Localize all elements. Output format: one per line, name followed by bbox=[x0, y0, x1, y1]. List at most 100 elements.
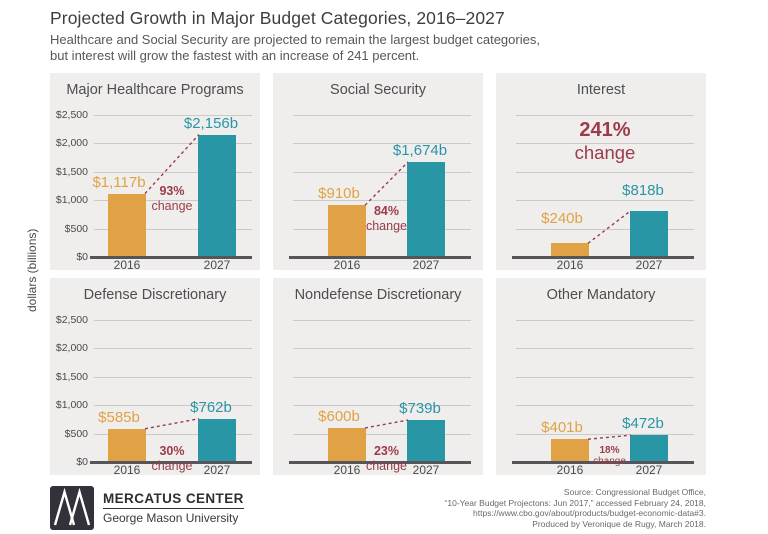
bar-2027 bbox=[198, 134, 236, 257]
gridline bbox=[293, 376, 471, 378]
gridline bbox=[516, 200, 694, 202]
x-label-2027: 2027 bbox=[412, 463, 440, 475]
figure-subtitle: Healthcare and Social Security are proje… bbox=[50, 32, 540, 64]
bar-2016 bbox=[328, 427, 366, 462]
gridline bbox=[94, 405, 252, 407]
x-label-2016: 2016 bbox=[113, 258, 141, 270]
gridline bbox=[293, 348, 471, 350]
figure-title: Projected Growth in Major Budget Categor… bbox=[50, 8, 505, 28]
mercatus-logo: MERCATUS CENTER George Mason University bbox=[50, 486, 244, 530]
bar-2027 bbox=[198, 418, 236, 462]
gridline bbox=[516, 348, 694, 350]
gridline bbox=[516, 405, 694, 407]
figure-subtitle-line2: but interest will grow the fastest with … bbox=[50, 48, 420, 63]
gridline bbox=[293, 433, 471, 435]
percent-change-word: change bbox=[574, 142, 636, 163]
panel-title: Defense Discretionary bbox=[83, 287, 227, 303]
mercatus-logo-text: MERCATUS CENTER George Mason University bbox=[103, 491, 244, 525]
x-label-2016: 2016 bbox=[333, 258, 361, 270]
value-label-2016: $600b bbox=[318, 407, 360, 425]
y-tick-label: $2,500 bbox=[55, 314, 88, 326]
source-line: https://www.cbo.gov/about/products/budge… bbox=[473, 508, 706, 518]
gridline bbox=[293, 228, 471, 230]
x-label-2027: 2027 bbox=[635, 258, 663, 270]
x-label-2016: 2016 bbox=[333, 463, 361, 475]
gridline bbox=[94, 115, 252, 116]
gridline bbox=[94, 348, 252, 350]
gridline bbox=[516, 171, 694, 173]
bar-2016 bbox=[551, 243, 589, 257]
gridline bbox=[516, 228, 694, 230]
bar-2027 bbox=[407, 420, 445, 462]
percent-change-value: 23% bbox=[373, 443, 400, 458]
panel-defense-discretionary: Defense Discretionary $0 $500 $1,000 $1,500 $… bbox=[50, 278, 260, 475]
source-line: Source: Congressional Budget Office, bbox=[563, 487, 706, 497]
source-line: Produced by Veronique de Rugy, March 201… bbox=[532, 518, 706, 529]
panel-major-healthcare-programs: Major Healthcare Programs $0 $500 $1,000 $1,… bbox=[50, 73, 260, 270]
source-text: Source: Congressional Budget Office, “10-… bbox=[445, 487, 706, 529]
change-label: 93% change bbox=[127, 184, 217, 214]
percent-change-word: change bbox=[151, 458, 193, 473]
y-tick-label: $2,000 bbox=[55, 342, 88, 355]
gridline bbox=[293, 143, 471, 145]
x-axis-line bbox=[289, 256, 471, 259]
x-axis-line bbox=[289, 461, 471, 464]
change-label: 30% change bbox=[127, 444, 217, 474]
value-label-2027: $818b bbox=[622, 181, 664, 199]
figure-subtitle-line1: Healthcare and Social Security are proje… bbox=[50, 32, 540, 47]
y-tick-label: $1,500 bbox=[55, 165, 88, 178]
trend-line bbox=[364, 419, 409, 429]
mercatus-logo-mark-icon bbox=[50, 486, 94, 530]
panel-nondefense-discretionary: Nondefense Discretionary $600b 2016 $739b 20… bbox=[273, 278, 483, 475]
value-label-2027: $2,156b bbox=[183, 114, 239, 132]
y-tick-label: $2,000 bbox=[55, 137, 88, 150]
x-axis-line bbox=[512, 461, 694, 464]
percent-change-value: 84% bbox=[373, 203, 400, 218]
gridline bbox=[293, 320, 471, 321]
bar-2016 bbox=[108, 193, 146, 257]
panel-interest: Interest $240b 2016 $818b 2027 241% change bbox=[496, 73, 706, 270]
x-label-2027: 2027 bbox=[412, 258, 440, 270]
gridline bbox=[516, 143, 694, 145]
gridline bbox=[94, 171, 252, 173]
bar-2016 bbox=[108, 428, 146, 462]
value-label-2027: $472b bbox=[622, 415, 664, 433]
x-label-2027: 2027 bbox=[203, 463, 231, 475]
bar-2016 bbox=[551, 439, 589, 462]
value-label-2027: $762b bbox=[190, 398, 232, 416]
trend-line bbox=[587, 434, 632, 440]
value-label-2016: $910b bbox=[318, 185, 360, 203]
y-tick-label: $0 bbox=[76, 251, 88, 263]
percent-change-value: 241% bbox=[579, 119, 631, 141]
gridline bbox=[516, 376, 694, 378]
gridline bbox=[94, 200, 252, 202]
gridline bbox=[293, 405, 471, 407]
percent-change-word: change bbox=[365, 218, 407, 233]
gridline bbox=[94, 320, 252, 321]
percent-change-word: change bbox=[365, 458, 407, 473]
trend-line bbox=[364, 161, 409, 206]
x-axis-line bbox=[90, 256, 252, 259]
value-label-2016: $401b bbox=[541, 419, 583, 437]
panel-title: Social Security bbox=[330, 82, 426, 98]
value-label-2016: $240b bbox=[541, 210, 583, 228]
y-tick-label: $1,500 bbox=[55, 370, 88, 383]
y-tick-label: $2,500 bbox=[55, 109, 88, 121]
value-label-2016: $1,117b bbox=[92, 173, 146, 191]
gridline bbox=[516, 115, 694, 116]
gridline bbox=[94, 228, 252, 230]
bar-2016 bbox=[328, 205, 366, 257]
bar-2027 bbox=[407, 161, 445, 257]
x-label-2027: 2027 bbox=[203, 258, 231, 270]
x-label-2016: 2016 bbox=[113, 463, 141, 475]
bar-2027 bbox=[630, 435, 668, 462]
panel-other-mandatory: Other Mandatory $401b 2016 $472b 2027 18% chan… bbox=[496, 278, 706, 475]
y-tick-label: $1,000 bbox=[55, 399, 88, 412]
y-axis-label: dollars (billions) bbox=[25, 228, 39, 312]
x-label-2016: 2016 bbox=[556, 463, 584, 475]
gridline bbox=[94, 433, 252, 435]
y-tick-label: $1,000 bbox=[55, 194, 88, 207]
percent-change-word: change bbox=[593, 456, 626, 468]
gridline bbox=[293, 115, 471, 116]
change-label: 23% change bbox=[342, 444, 432, 474]
